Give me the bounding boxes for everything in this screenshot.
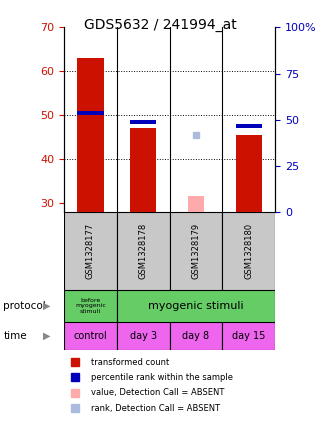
Text: day 3: day 3 (130, 331, 157, 341)
Text: GDS5632 / 241994_at: GDS5632 / 241994_at (84, 18, 236, 32)
Bar (236, 124, 262, 128)
Bar (222, 322, 275, 350)
Bar (170, 322, 222, 350)
Text: protocol: protocol (3, 301, 46, 311)
Bar (236, 135, 262, 212)
Bar (77, 111, 104, 115)
Text: day 8: day 8 (182, 331, 210, 341)
Bar (130, 120, 156, 124)
Bar (222, 212, 275, 290)
Text: day 15: day 15 (232, 331, 266, 341)
Text: ▶: ▶ (43, 301, 50, 311)
Bar (117, 212, 170, 290)
Text: value, Detection Call = ABSENT: value, Detection Call = ABSENT (92, 388, 225, 397)
Text: GSM1328180: GSM1328180 (244, 222, 253, 279)
Bar (117, 290, 275, 322)
Bar (170, 212, 222, 290)
Text: time: time (3, 331, 27, 341)
Bar (64, 322, 117, 350)
Bar (64, 212, 117, 290)
Text: rank, Detection Call = ABSENT: rank, Detection Call = ABSENT (92, 404, 220, 413)
Bar (77, 58, 104, 212)
Text: GSM1328179: GSM1328179 (191, 222, 201, 279)
Bar (117, 322, 170, 350)
Bar (188, 196, 204, 212)
Text: myogenic stimuli: myogenic stimuli (148, 301, 244, 311)
Text: transformed count: transformed count (92, 358, 170, 367)
Text: before
myogenic
stimuli: before myogenic stimuli (75, 298, 106, 314)
Text: GSM1328178: GSM1328178 (139, 222, 148, 279)
Text: ▶: ▶ (43, 331, 50, 341)
Bar (130, 128, 156, 212)
Text: percentile rank within the sample: percentile rank within the sample (92, 373, 234, 382)
Text: GSM1328177: GSM1328177 (86, 222, 95, 279)
Text: control: control (74, 331, 107, 341)
Bar (64, 290, 117, 322)
